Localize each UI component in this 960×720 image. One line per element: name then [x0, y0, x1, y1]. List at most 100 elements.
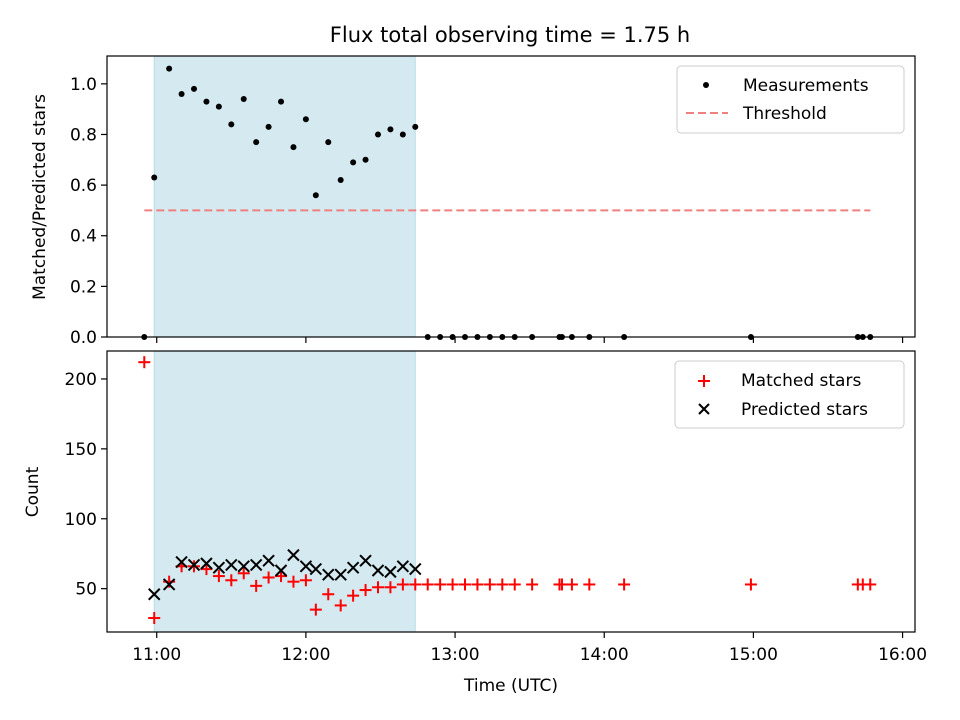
- measurement-point: [228, 121, 235, 128]
- measurement-point: [253, 139, 260, 146]
- x-tick-label: 11:00: [132, 645, 181, 665]
- matched-stars-point: [322, 588, 335, 601]
- predicted-stars-point: [162, 578, 176, 591]
- bottom-panel-marks: [138, 356, 877, 625]
- measurement-point: [151, 174, 158, 181]
- legend-label-measurements: Measurements: [743, 76, 869, 96]
- matched-stars-point: [212, 570, 225, 583]
- predicted-stars-point: [371, 564, 385, 577]
- matched-stars-point: [496, 578, 509, 591]
- matched-stars-point: [384, 581, 397, 594]
- predicted-stars-point: [187, 558, 201, 572]
- predicted-stars-point: [299, 560, 313, 573]
- matched-stars-point: [237, 567, 250, 580]
- x-tick-label: 14:00: [580, 645, 629, 665]
- measurement-point: [337, 177, 344, 184]
- measurement-point: [278, 98, 285, 105]
- predicted-stars-point: [309, 562, 323, 576]
- predicted-stars-point: [346, 561, 360, 574]
- matched-stars-point: [262, 571, 275, 584]
- top-panel: 0.0 0.2 0.4 0.6 0.8 1.0 Matched/Predicted sta…: [30, 55, 916, 348]
- top-panel-frame: [106, 55, 916, 338]
- matched-stars-point: [200, 563, 213, 576]
- x-tick-label: 15:00: [729, 645, 778, 665]
- y-tick-label: 200: [65, 370, 97, 390]
- matched-stars-point: [459, 578, 472, 591]
- matched-stars-point: [359, 584, 372, 597]
- top-legend: Measurements Threshold: [676, 65, 905, 134]
- bottom-panel-ticks: 50 100 150 200 11:00 12:00 13:00 14:00 15:00 16:0…: [65, 370, 928, 665]
- matched-stars-point: [250, 579, 263, 592]
- predicted-stars-point: [237, 560, 250, 573]
- matched-stars-point: [138, 356, 151, 369]
- legend-marker-predicted: [698, 403, 710, 415]
- predicted-stars-point: [334, 568, 347, 581]
- y-tick-label: 50: [75, 580, 97, 600]
- matched-stars-point: [334, 599, 347, 612]
- y-tick-label: 1.0: [70, 75, 97, 95]
- predicted-stars-point: [396, 560, 410, 573]
- matched-stars-point: [434, 578, 447, 591]
- legend-label-threshold: Threshold: [742, 104, 827, 124]
- matched-stars-point: [483, 578, 496, 591]
- matched-stars-point: [583, 578, 596, 591]
- measurement-point: [240, 96, 247, 103]
- measurement-point: [350, 159, 357, 166]
- matched-stars-point: [565, 578, 578, 591]
- matched-stars-point: [744, 578, 757, 591]
- measurement-point: [312, 192, 319, 199]
- top-legend-box: [676, 65, 905, 134]
- measurement-point: [191, 85, 198, 92]
- bottom-legend: Matched stars Predicted stars: [674, 360, 905, 429]
- legend-marker-matched: [698, 375, 710, 387]
- bottom-panel-shaded-interval: [153, 350, 416, 633]
- matched-stars-point: [508, 578, 521, 591]
- legend-label-matched: Matched stars: [741, 371, 861, 391]
- measurement-point: [302, 116, 309, 123]
- measurement-point: [374, 131, 381, 138]
- predicted-stars-point: [274, 564, 288, 577]
- predicted-stars-point: [200, 557, 213, 570]
- top-panel-marks: [141, 65, 874, 340]
- y-tick-label: 0.0: [70, 328, 97, 348]
- y-tick-label: 0.6: [70, 176, 97, 196]
- measurement-point: [166, 65, 173, 72]
- predicted-stars-point: [384, 565, 397, 579]
- matched-stars-point: [471, 578, 484, 591]
- measurement-point: [325, 139, 332, 146]
- matched-stars-point: [446, 578, 459, 591]
- bottom-legend-box: [674, 360, 905, 429]
- matched-stars-point: [275, 570, 288, 583]
- matched-stars-point: [526, 578, 539, 591]
- predicted-stars-point: [225, 558, 238, 572]
- predicted-stars-point: [322, 568, 335, 581]
- matched-stars-point: [864, 578, 877, 591]
- matched-stars-point: [309, 603, 322, 616]
- predicted-stars-point: [249, 558, 263, 572]
- predicted-stars-point: [212, 561, 226, 574]
- matched-stars-point: [409, 578, 422, 591]
- x-tick-label: 13:00: [431, 645, 480, 665]
- predicted-stars-point: [409, 562, 422, 576]
- x-tick-label: 16:00: [878, 645, 927, 665]
- measurement-point: [290, 144, 297, 151]
- matched-stars-point: [618, 578, 631, 591]
- top-panel-shaded-interval: [153, 55, 416, 338]
- measurement-point: [399, 131, 406, 138]
- measurement-point: [215, 103, 222, 110]
- bottom-panel-ylabel: Count: [23, 466, 43, 517]
- measurement-point: [387, 126, 394, 133]
- measurement-point: [362, 156, 369, 163]
- measurement-point: [265, 123, 272, 130]
- top-panel-ylabel: Matched/Predicted stars: [30, 94, 50, 300]
- bottom-panel: 50 100 150 200 11:00 12:00 13:00 14:00 15:00 16:0…: [23, 350, 928, 696]
- matched-stars-point: [396, 578, 409, 591]
- predicted-stars-point: [175, 555, 188, 569]
- matched-stars-point: [347, 589, 360, 602]
- observing-interval-shade: [153, 55, 416, 338]
- y-tick-label: 0.4: [70, 227, 97, 247]
- predicted-stars-point: [148, 588, 161, 601]
- y-tick-label: 0.2: [70, 277, 97, 297]
- chart-title: Flux total observing time = 1.75 h: [330, 23, 690, 47]
